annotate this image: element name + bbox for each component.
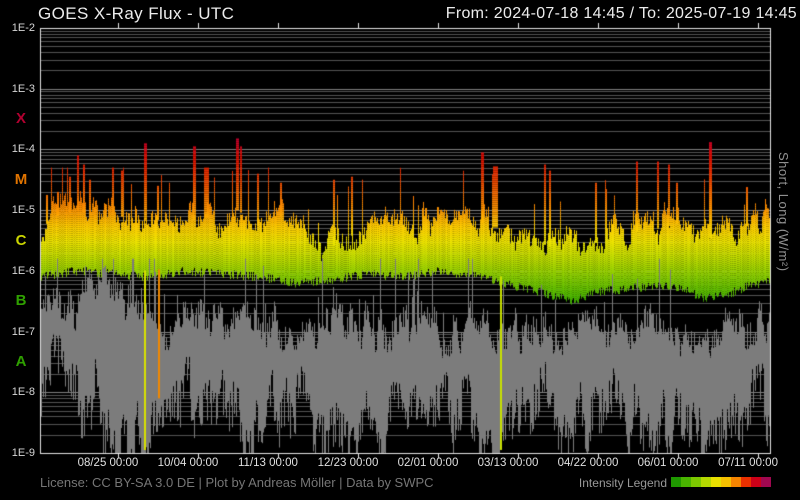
x-tick-label: 12/23 00:00 [317,457,379,469]
flare-class-label-X: X [15,110,26,128]
intensity-legend-label: Intensity Legend [578,476,667,490]
legend-swatch [721,477,731,487]
right-axis-label: Short, Long (W/m²) [776,152,791,272]
legend-swatch [681,477,691,487]
y-tick-label: 1E-5 [11,204,35,217]
y-tick-label: 1E-7 [11,325,35,338]
x-tick-label: 11/13 00:00 [238,457,298,469]
x-tick-label: 10/04 00:00 [157,457,219,469]
x-tick-label: 03/13 00:00 [477,457,539,469]
y-tick-label: 1E-4 [11,143,35,156]
y-tick-label: 1E-2 [11,22,35,34]
intensity-legend-bar [671,477,771,487]
license-text: License: CC BY-SA 3.0 DE | Plot by Andre… [40,475,434,490]
legend-swatch [671,477,681,487]
legend-swatch [711,477,721,487]
y-tick-label: 1E-9 [11,447,35,459]
legend-swatch [691,477,701,487]
y-tick-label: 1E-6 [11,264,35,277]
flare-class-label-B: B [15,292,27,310]
flare-class-label-A: A [15,352,27,370]
y-tick-label: 1E-8 [11,386,35,399]
x-tick-label: 08/25 00:00 [77,457,139,469]
flare-class-label-C: C [15,231,27,249]
legend-swatch [761,477,771,487]
y-tick-label: 1E-3 [11,82,35,95]
legend-swatch [751,477,761,487]
legend-swatch [741,477,751,487]
time-range-text: From: 2024-07-18 14:45 / To: 2025-07-19 … [445,5,797,22]
x-tick-label: 04/22 00:00 [557,457,619,469]
x-tick-label: 06/01 00:00 [637,457,699,469]
chart-title: GOES X-Ray Flux - UTC [38,4,235,23]
x-tick-label: 02/01 00:00 [397,457,459,469]
flare-class-label-M: M [14,170,28,188]
legend-swatch [701,477,711,487]
legend-swatch [731,477,741,487]
x-tick-label: 07/11 00:00 [718,457,778,469]
